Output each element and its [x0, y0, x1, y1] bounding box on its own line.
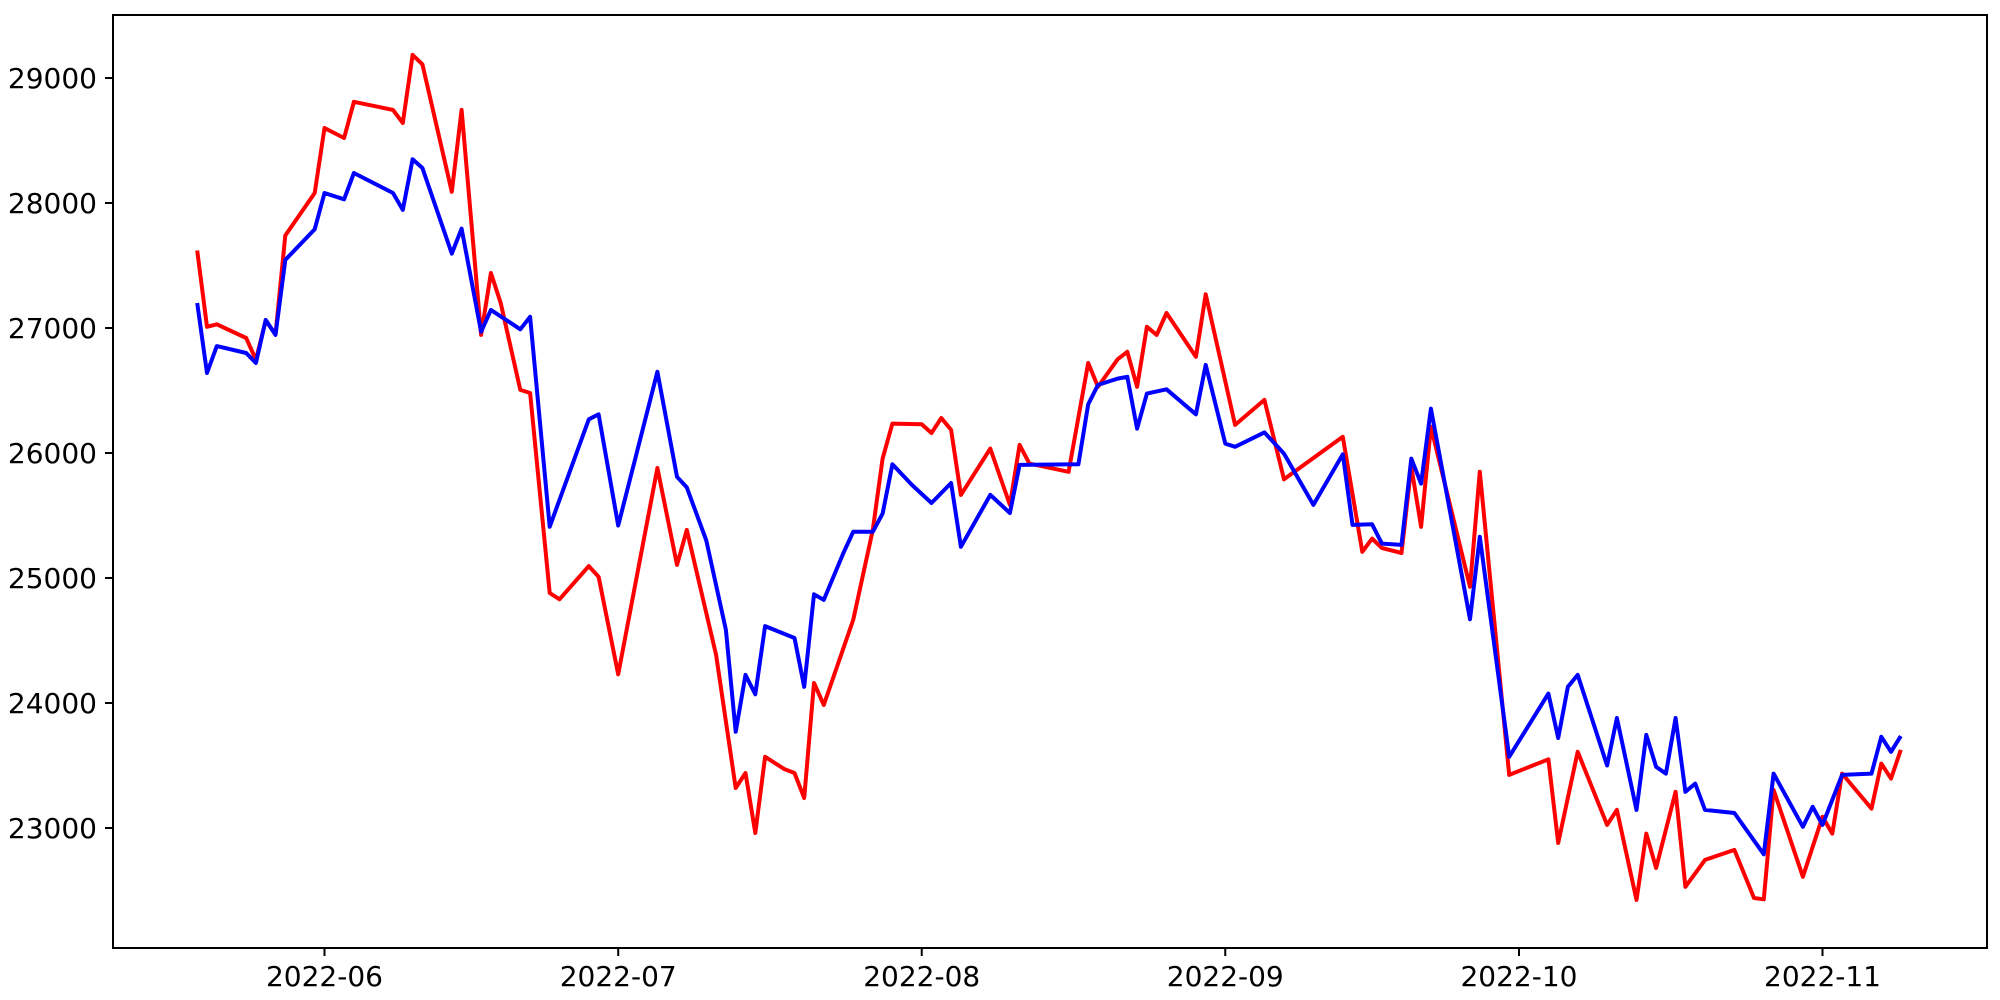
y-tick-label: 25000 [8, 562, 97, 595]
plot-border [112, 14, 1988, 949]
y-tick-label: 27000 [8, 312, 97, 345]
y-tick-label: 24000 [8, 687, 97, 720]
x-tick-label: 2022-09 [1167, 960, 1284, 993]
series-red-line [195, 52, 1903, 902]
x-tick-label: 2022-07 [560, 960, 677, 993]
x-tick-label: 2022-06 [266, 960, 383, 993]
x-tick-label: 2022-11 [1764, 960, 1881, 993]
y-tick-label: 29000 [8, 62, 97, 95]
x-tick-label: 2022-08 [863, 960, 980, 993]
x-tick-label: 2022-10 [1460, 960, 1577, 993]
y-tick-label: 26000 [8, 437, 97, 470]
y-tick-label: 28000 [8, 187, 97, 220]
y-tick-label: 23000 [8, 812, 97, 845]
series-blue-line [195, 157, 1903, 857]
